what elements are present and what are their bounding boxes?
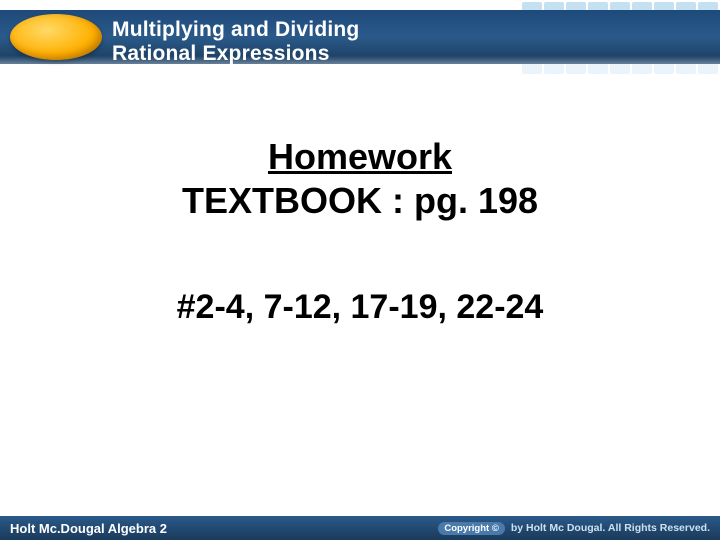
homework-block: Homework TEXTBOOK : pg. 198 #2-4, 7-12, … <box>0 136 720 327</box>
slide-body: Homework TEXTBOOK : pg. 198 #2-4, 7-12, … <box>0 76 720 516</box>
footer-copyright: Copyright © by Holt Mc Dougal. All Right… <box>438 522 710 535</box>
brand-oval-icon <box>10 14 102 60</box>
slide-title: Multiplying and Dividing Rational Expres… <box>112 18 359 65</box>
slide-footer: Holt Mc.Dougal Algebra 2 Copyright © by … <box>0 516 720 540</box>
header-bar: Multiplying and Dividing Rational Expres… <box>0 10 720 64</box>
copyright-text: by Holt Mc Dougal. All Rights Reserved. <box>511 522 710 534</box>
slide-title-line2: Rational Expressions <box>112 42 359 66</box>
slide-title-line1: Multiplying and Dividing <box>112 18 359 42</box>
slide-header: Multiplying and Dividing Rational Expres… <box>0 0 720 76</box>
homework-heading: Homework <box>0 136 720 178</box>
copyright-badge: Copyright © <box>438 522 505 535</box>
problem-numbers: #2-4, 7-12, 17-19, 22-24 <box>0 288 720 327</box>
footer-book-title: Holt Mc.Dougal Algebra 2 <box>10 521 167 536</box>
textbook-reference: TEXTBOOK : pg. 198 <box>0 180 720 222</box>
